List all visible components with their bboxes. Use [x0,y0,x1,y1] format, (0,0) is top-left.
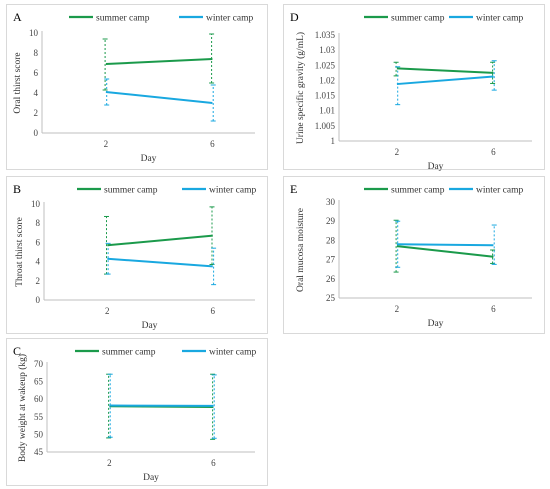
legend-item: winter camp [179,14,253,24]
legend-item: summer camp [69,14,150,24]
y-axis-title: Oral thirst score [13,52,23,113]
y-tick-label: 8 [36,218,41,228]
legend-item: summer camp [364,14,445,24]
legend-label: summer camp [102,348,156,358]
y-tick-label: 25 [326,293,336,303]
legend-item: winter camp [449,186,523,196]
y-tick-label: 1.02 [319,75,335,85]
y-axis-title: Throat thirst score [15,217,25,287]
legend-label: winter camp [476,14,523,24]
y-tick-label: 1.015 [315,91,336,101]
legend-label: summer camp [391,186,445,196]
y-tick-label: 0 [36,295,41,305]
x-tick-label: 2 [395,304,400,314]
y-tick-label: 1.01 [319,106,335,116]
y-tick-label: 70 [34,359,44,369]
x-tick-label: 6 [491,147,496,157]
y-tick-label: 30 [326,197,336,207]
legend-label: winter camp [209,348,256,358]
legend-item: winter camp [449,14,523,24]
legend-label: winter camp [206,14,253,24]
series-line [107,257,213,268]
series-line [396,245,494,258]
y-tick-label: 4 [34,88,39,98]
panel-label: E [290,182,297,196]
y-tick-label: 29 [326,216,336,226]
y-tick-label: 10 [29,28,39,38]
panel-label: C [13,344,21,358]
y-tick-label: 1.005 [315,121,336,131]
legend-item: summer camp [75,348,156,358]
x-axis-title: Day [428,162,444,172]
y-tick-label: 60 [34,394,44,404]
x-axis-title: Day [141,154,157,164]
legend-label: summer camp [104,186,158,196]
panel-label: A [13,10,22,24]
series-line [105,91,213,104]
panel-label: B [13,182,21,196]
x-tick-label: 6 [210,139,215,149]
y-tick-label: 45 [34,447,44,457]
y-tick-label: 1.035 [315,30,336,40]
x-tick-label: 2 [104,139,109,149]
y-axis-title: Oral mucosa moisture [296,208,306,292]
legend-label: summer camp [391,14,445,24]
y-tick-label: 50 [34,429,44,439]
y-tick-label: 6 [34,68,39,78]
x-tick-label: 2 [107,458,112,468]
y-tick-label: 1.025 [315,60,336,70]
series-line [396,243,494,247]
y-tick-label: 27 [326,255,336,265]
y-tick-label: 4 [36,257,41,267]
y-tick-label: 26 [326,274,336,284]
x-axis-title: Day [142,321,158,331]
x-tick-label: 6 [211,458,216,468]
y-tick-label: 2 [34,108,39,118]
x-tick-label: 6 [491,304,496,314]
y-tick-label: 1.03 [319,45,335,55]
y-tick-label: 55 [34,412,44,422]
legend-label: winter camp [209,186,256,196]
y-tick-label: 8 [34,48,39,58]
x-axis-title: Day [428,319,444,329]
x-tick-label: 2 [105,306,110,316]
legend-item: summer camp [364,186,445,196]
y-tick-label: 65 [34,377,44,387]
panel-label: D [290,10,299,24]
y-tick-label: 2 [36,276,41,286]
legend-item: winter camp [182,186,256,196]
y-tick-label: 6 [36,237,41,247]
series-line [107,234,213,247]
x-tick-label: 2 [395,147,400,157]
legend-item: summer camp [77,186,158,196]
series-line [105,58,213,65]
y-tick-label: 1 [331,136,336,146]
legend-label: summer camp [96,14,150,24]
legend-item: winter camp [182,348,256,358]
y-tick-label: 10 [31,199,41,209]
series-line [396,67,494,74]
y-axis-title: Body weight at wakeup (kg) [17,354,28,462]
y-axis-title: Urine specific gravity (g/mL) [295,32,306,144]
series-line [396,75,494,86]
x-tick-label: 6 [211,306,216,316]
x-axis-title: Day [143,473,159,483]
legend-label: winter camp [476,186,523,196]
y-tick-label: 28 [326,235,336,245]
y-tick-label: 0 [34,128,39,138]
